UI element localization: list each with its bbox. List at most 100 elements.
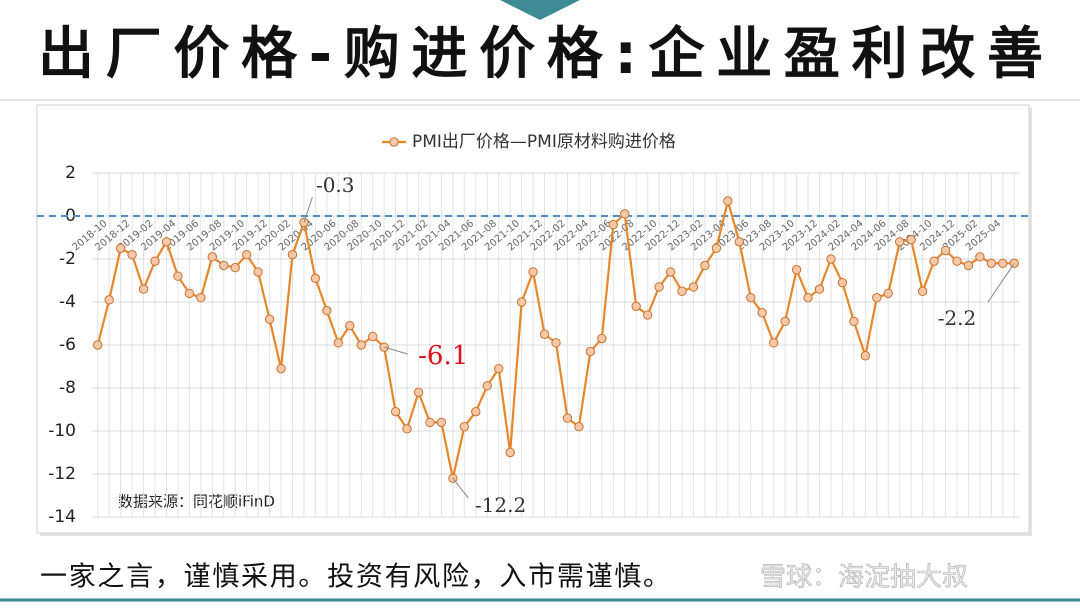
data-point [551, 338, 561, 348]
y-tick-label: -14 [48, 507, 76, 527]
data-point [459, 422, 470, 432]
data-point [138, 284, 149, 294]
data-point [757, 308, 767, 318]
data-point [998, 258, 1008, 268]
data-point [975, 252, 985, 262]
data-point [219, 260, 229, 271]
data-point [241, 250, 252, 260]
data-point [173, 271, 183, 281]
data-point [906, 234, 916, 245]
data-point [895, 237, 905, 247]
data-point [780, 316, 790, 327]
data-point [711, 243, 722, 253]
top-marker [500, 0, 580, 20]
data-point [608, 219, 618, 230]
data-point [688, 282, 699, 292]
data-point [723, 196, 733, 206]
data-point [803, 293, 813, 303]
data-point [654, 282, 664, 292]
y-tick-label: -8 [59, 378, 76, 398]
data-point [161, 237, 172, 247]
data-point [115, 243, 126, 253]
data-point [367, 331, 378, 342]
y-tick-label: -2 [59, 249, 76, 269]
data-point [734, 237, 745, 247]
data-label: -0.3 [316, 173, 355, 197]
data-point [872, 293, 882, 303]
data-point [539, 329, 550, 339]
data-point [333, 338, 344, 348]
data-point [276, 363, 286, 374]
data-point [597, 333, 607, 344]
y-tick-label: -10 [48, 421, 76, 441]
y-tick-label: -4 [59, 292, 76, 312]
data-label: -6.1 [418, 341, 468, 371]
data-point [814, 284, 825, 294]
data-point [791, 265, 802, 275]
data-point [150, 256, 160, 266]
data-point [196, 293, 206, 303]
callout-leader [384, 346, 409, 355]
data-point [287, 250, 298, 260]
data-point [665, 267, 676, 277]
data-label: -12.2 [475, 493, 526, 517]
data-point [883, 288, 893, 299]
data-point [207, 252, 217, 262]
data-point [516, 297, 527, 307]
data-point [413, 387, 424, 397]
data-point [505, 447, 515, 458]
data-point [322, 305, 332, 316]
watermark: 雪球：海淀抽大叔 [760, 563, 968, 593]
callout-leader [987, 263, 1015, 303]
data-point [700, 260, 710, 271]
data-point [952, 256, 962, 266]
y-tick-label: 2 [65, 163, 76, 183]
data-point [310, 273, 321, 284]
data-point [746, 293, 756, 303]
data-point [837, 277, 848, 288]
data-point [528, 267, 538, 277]
data-point [482, 381, 492, 391]
data-point [184, 288, 195, 299]
data-point [494, 363, 504, 374]
data-point [127, 250, 137, 260]
y-tick-label: -6 [59, 335, 76, 355]
data-point [631, 301, 641, 311]
data-point [642, 310, 653, 320]
data-point [436, 417, 447, 428]
y-tick-label: -12 [48, 464, 76, 484]
data-point [768, 338, 779, 348]
data-point [620, 209, 630, 219]
legend-marker [389, 137, 399, 147]
data-point [585, 346, 596, 357]
data-point [929, 256, 939, 266]
footer-note: 一家之言，谨慎采用。投资有风险，入市需谨慎。 [40, 562, 670, 593]
data-point [253, 267, 263, 277]
legend-label: PMI出厂价格—PMI原材料购进价格 [412, 132, 676, 152]
callout-leader [452, 477, 469, 499]
data-point [356, 340, 366, 350]
data-point [940, 245, 951, 256]
y-tick-label: 0 [65, 206, 76, 226]
data-point [826, 254, 836, 264]
data-point [860, 351, 871, 361]
data-point [379, 342, 389, 352]
data-point [917, 286, 928, 296]
data-point [562, 413, 573, 423]
data-point [230, 262, 240, 273]
source-note: 数据来源：同花顺iFinD [118, 493, 275, 511]
data-point [471, 406, 481, 417]
data-point [677, 286, 687, 296]
data-point [963, 260, 974, 271]
data-point [390, 406, 401, 417]
data-label: -2.2 [938, 306, 977, 330]
data-point [849, 316, 859, 327]
data-point [402, 424, 412, 434]
data-point [345, 320, 355, 331]
callout-leader [303, 197, 313, 223]
data-point [574, 422, 584, 432]
data-point [425, 417, 435, 428]
data-point [986, 258, 997, 268]
